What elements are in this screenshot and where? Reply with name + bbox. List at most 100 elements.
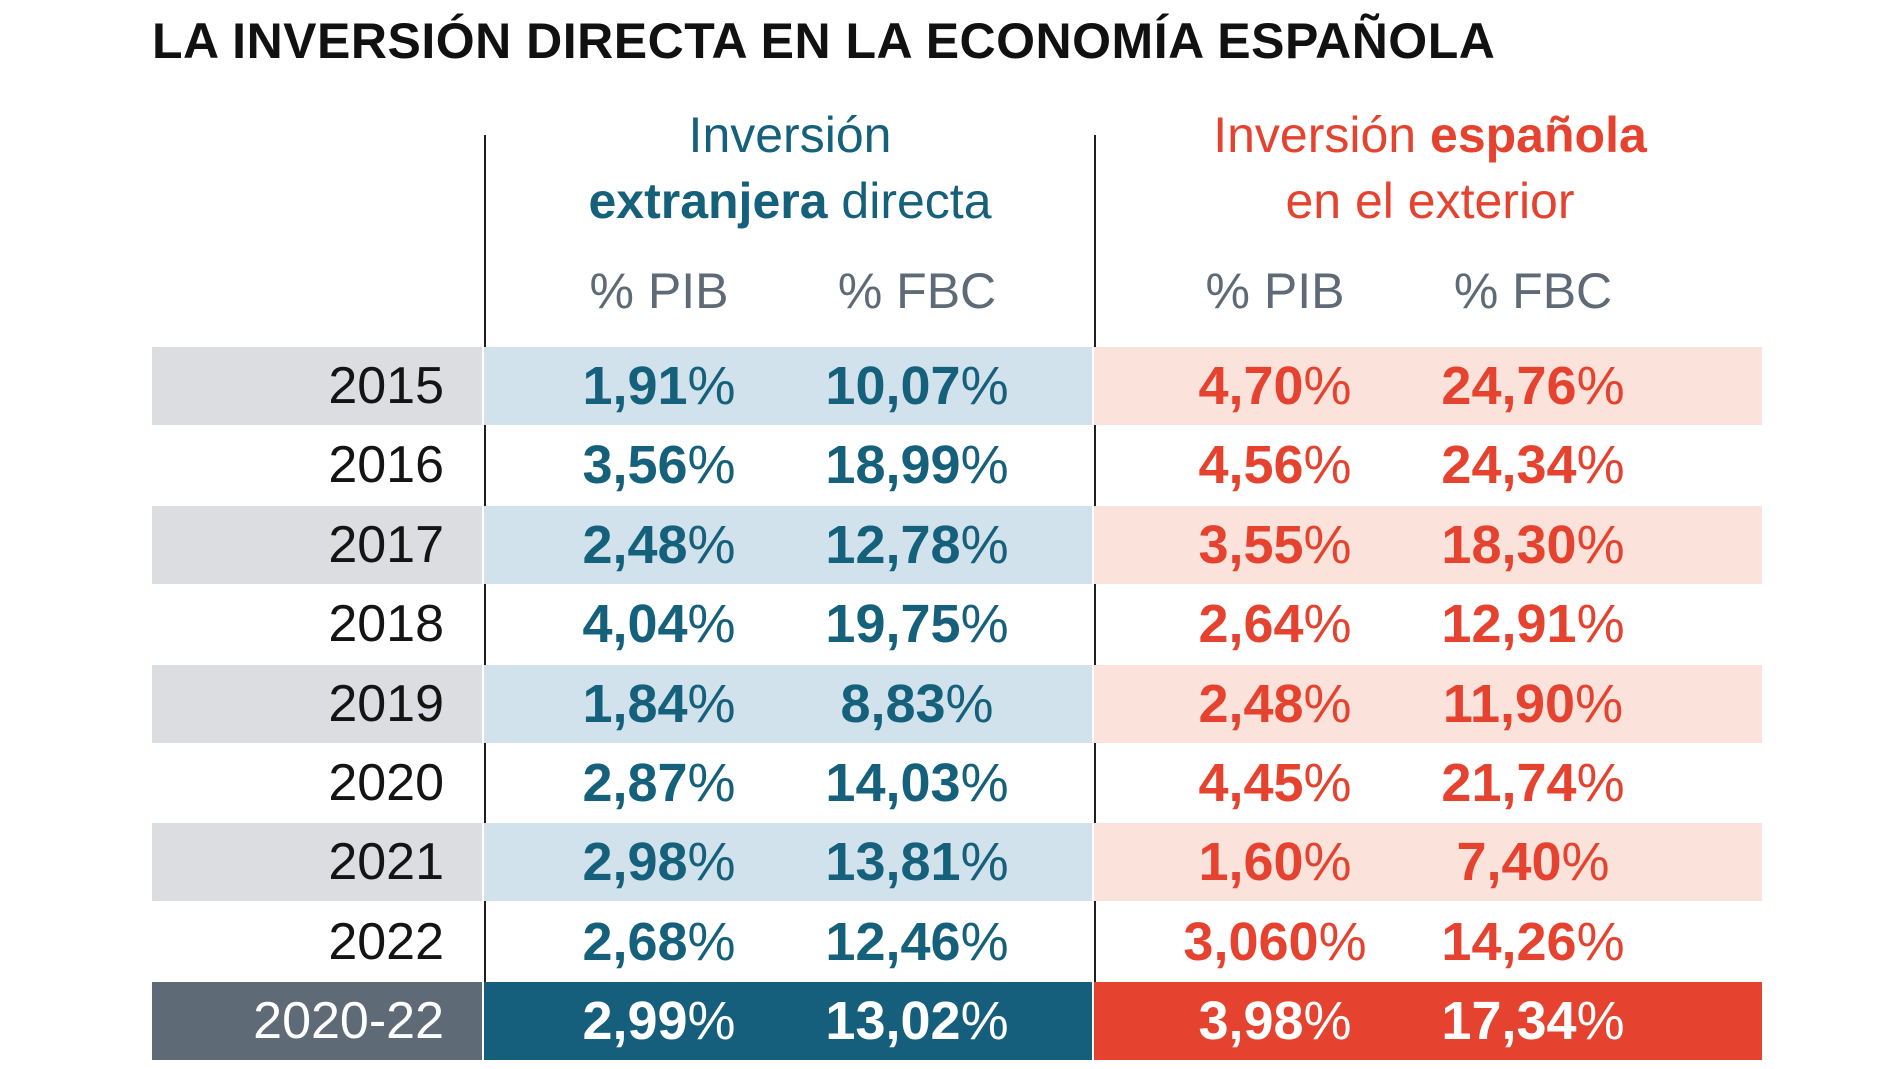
value-spanish-fbc: 11,90% [1403,665,1663,743]
value-foreign-pib: 2,98% [529,823,789,901]
table-row: 2020 2,87% 14,03% 4,45% 21,74% [152,744,1762,822]
header-foreign-investment: Inversión extranjera directa [485,102,1095,234]
header-spanish-regular: Inversión [1213,107,1431,163]
percent-sign: % [960,912,1009,972]
table-row: 2017 2,48% 12,78% 3,55% 18,30% [152,506,1762,584]
percent-sign: % [687,674,736,734]
percent-sign: % [1303,832,1352,892]
value-number: 10,07 [825,356,961,416]
value-number: 12,91 [1441,594,1577,654]
value-spanish-pib: 2,48% [1145,665,1405,743]
value-spanish-fbc: 7,40% [1403,823,1663,901]
value-foreign-pib: 4,04% [529,585,789,663]
row-year: 2019 [328,675,444,733]
percent-sign: % [1561,832,1610,892]
row-background [152,506,482,584]
row-year: 2018 [328,595,444,653]
value-number: 2,98 [582,832,688,892]
row-background [484,347,1092,425]
row-background [152,347,482,425]
value-spanish-pib: 3,55% [1145,506,1405,584]
percent-sign: % [960,832,1009,892]
row-year: 2016 [328,436,444,494]
percent-sign: % [1303,515,1352,575]
percent-sign: % [960,435,1009,495]
header-foreign-bold: extranjera [588,173,828,229]
value-spanish-pib: 1,60% [1145,823,1405,901]
value-number: 2,99 [582,991,688,1051]
percent-sign: % [960,594,1009,654]
value-number: 14,26 [1441,912,1577,972]
percent-sign: % [1576,356,1625,416]
value-number: 14,03 [825,753,961,813]
percent-sign: % [687,753,736,813]
value-number: 1,60 [1198,832,1304,892]
subhead-spanish-pib: % PIB [1205,263,1345,319]
value-number: 13,81 [825,832,961,892]
row-year: 2022 [328,913,444,971]
value-foreign-fbc: 13,02% [787,982,1047,1060]
value-spanish-fbc: 24,76% [1403,347,1663,425]
value-foreign-fbc: 14,03% [787,744,1047,822]
percent-sign: % [960,991,1009,1051]
row-background [1094,506,1762,584]
value-number: 2,68 [582,912,688,972]
row-year: 2020 [328,754,444,812]
table-row: 2018 4,04% 19,75% 2,64% 12,91% [152,585,1762,663]
value-foreign-fbc: 18,99% [787,426,1047,504]
percent-sign: % [1303,991,1352,1051]
row-background [1094,982,1762,1060]
value-foreign-pib: 1,91% [529,347,789,425]
divider-left [484,135,486,1060]
value-number: 1,84 [582,674,688,734]
value-number: 2,48 [1198,674,1304,734]
percent-sign: % [1303,753,1352,813]
value-number: 3,98 [1198,991,1304,1051]
value-foreign-fbc: 13,81% [787,823,1047,901]
value-number: 3,55 [1198,515,1304,575]
value-number: 2,87 [582,753,688,813]
table-row: 2021 2,98% 13,81% 1,60% 7,40% [152,823,1762,901]
row-background [152,982,482,1060]
value-number: 8,83 [840,674,946,734]
value-spanish-fbc: 12,91% [1403,585,1663,663]
row-background [484,665,1092,743]
table-row: 2019 1,84% 8,83% 2,48% 11,90% [152,665,1762,743]
value-number: 4,04 [582,594,688,654]
chart-title: LA INVERSIÓN DIRECTA EN LA ECONOMÍA ESPA… [152,13,1496,69]
value-foreign-pib: 1,84% [529,665,789,743]
row-year: 2020-22 [253,992,444,1050]
row-background [1094,823,1762,901]
percent-sign: % [1303,356,1352,416]
value-foreign-pib: 2,48% [529,506,789,584]
percent-sign: % [687,832,736,892]
table-total-row: 2020-22 2,99% 13,02% 3,98% 17,34% [152,982,1762,1060]
percent-sign: % [1576,515,1625,575]
header-foreign-line1: Inversión [688,107,892,163]
row-background [484,506,1092,584]
percent-sign: % [1318,912,1367,972]
header-spanish-investment: Inversión española en el exterior [1095,102,1765,234]
percent-sign: % [687,594,736,654]
value-spanish-fbc: 17,34% [1403,982,1663,1060]
table-row: 2016 3,56% 18,99% 4,56% 24,34% [152,426,1762,504]
value-spanish-fbc: 21,74% [1403,744,1663,822]
value-foreign-pib: 2,68% [529,903,789,981]
percent-sign: % [960,356,1009,416]
percent-sign: % [1303,594,1352,654]
value-number: 11,90 [1442,674,1576,734]
value-spanish-pib: 3,98% [1145,982,1405,1060]
row-background [1094,665,1762,743]
row-background [152,665,482,743]
header-spanish-line1: Inversión española [1095,102,1765,168]
percent-sign: % [1576,912,1625,972]
percent-sign: % [687,991,736,1051]
value-number: 12,78 [825,515,961,575]
value-number: 19,75 [825,594,961,654]
value-number: 2,48 [582,515,688,575]
percent-sign: % [1576,753,1625,813]
value-foreign-fbc: 12,46% [787,903,1047,981]
value-number: 21,74 [1441,753,1577,813]
divider-right [1094,135,1096,1060]
value-number: 7,40 [1456,832,1562,892]
